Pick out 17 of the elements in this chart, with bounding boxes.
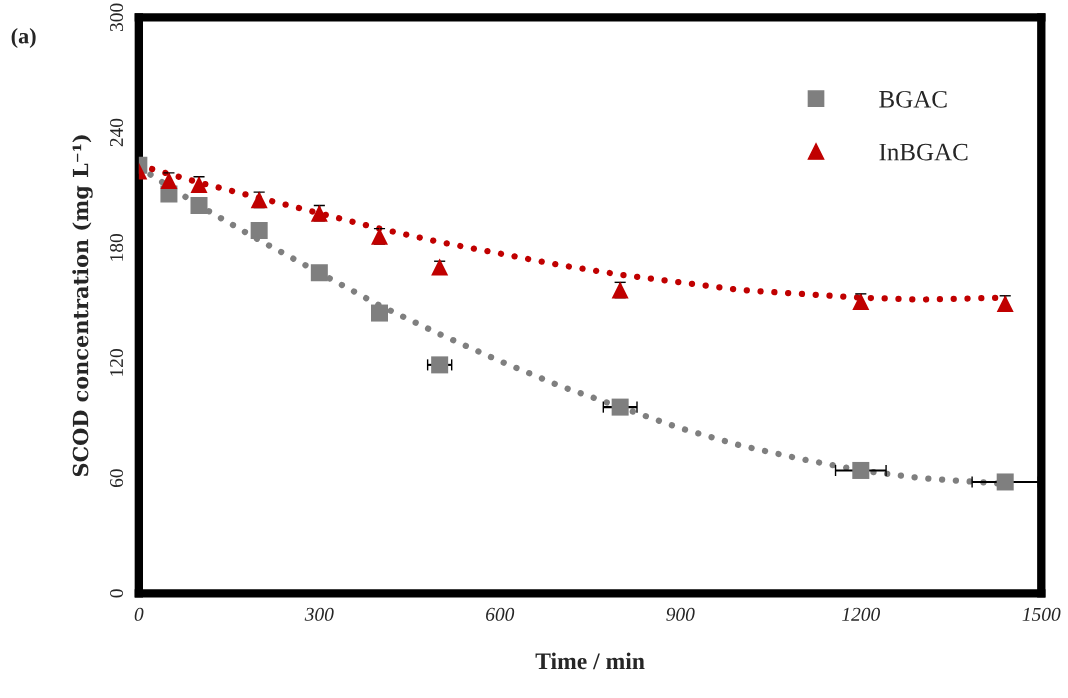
legend-label: BGAC bbox=[879, 90, 947, 108]
x-tick-label: 1500 bbox=[1022, 607, 1061, 621]
x-axis-title: Time / min bbox=[535, 652, 645, 670]
y-tick-label: 300 bbox=[109, 3, 124, 32]
y-tick-label: 180 bbox=[109, 233, 124, 261]
y-tick-label: 120 bbox=[109, 349, 124, 376]
y-tick-label: 60 bbox=[109, 469, 124, 488]
x-tick-label: 600 bbox=[486, 607, 515, 621]
legend-label: InBGAC bbox=[879, 143, 968, 161]
y-tick-label: 240 bbox=[109, 118, 124, 147]
x-tick-label: 900 bbox=[666, 607, 695, 621]
x-tick-label: 1200 bbox=[842, 607, 881, 621]
x-tick-label: 300 bbox=[304, 607, 334, 621]
y-axis-title: SCOD concentration (mg L⁻¹) bbox=[72, 135, 93, 477]
x-tick-label: 0 bbox=[134, 607, 144, 621]
y-tick-label: 0 bbox=[109, 589, 124, 598]
chart-title: (a) bbox=[11, 27, 36, 49]
